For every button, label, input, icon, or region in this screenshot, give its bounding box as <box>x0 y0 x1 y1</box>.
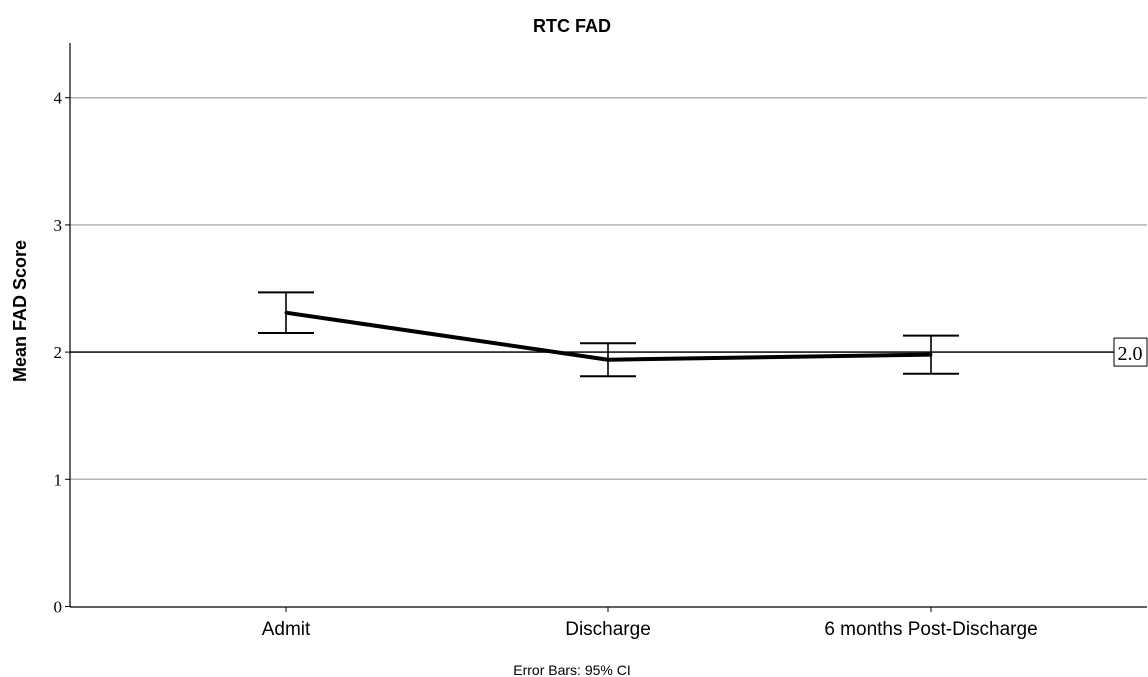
y-tick-label: 2 <box>54 343 63 362</box>
y-axis-label: Mean FAD Score <box>10 240 30 382</box>
data-point <box>606 358 610 362</box>
reference-line-label-box <box>1113 337 1148 367</box>
y-tick-label: 0 <box>54 598 63 617</box>
y-axis-ticks: 0 1 2 3 4 <box>54 89 70 617</box>
chart-title: RTC FAD <box>533 16 611 36</box>
y-tick-label: 3 <box>54 216 63 235</box>
x-tick-label: 6 months Post-Discharge <box>824 619 1037 640</box>
gridlines <box>70 96 1147 481</box>
footnote: Error Bars: 95% CI <box>513 662 630 677</box>
x-tick-label: Discharge <box>565 619 651 640</box>
x-axis-ticks: Admit Discharge 6 months Post-Discharge <box>262 607 1038 640</box>
series-group <box>284 310 933 362</box>
data-point <box>284 311 288 315</box>
reference-line-label: 2.0 <box>1118 343 1143 365</box>
axes <box>69 43 1147 608</box>
x-tick-label: Admit <box>262 619 311 640</box>
y-tick-label: 4 <box>54 89 63 108</box>
error-bars <box>258 291 959 378</box>
data-point <box>929 353 933 357</box>
y-tick-label: 1 <box>54 470 63 489</box>
